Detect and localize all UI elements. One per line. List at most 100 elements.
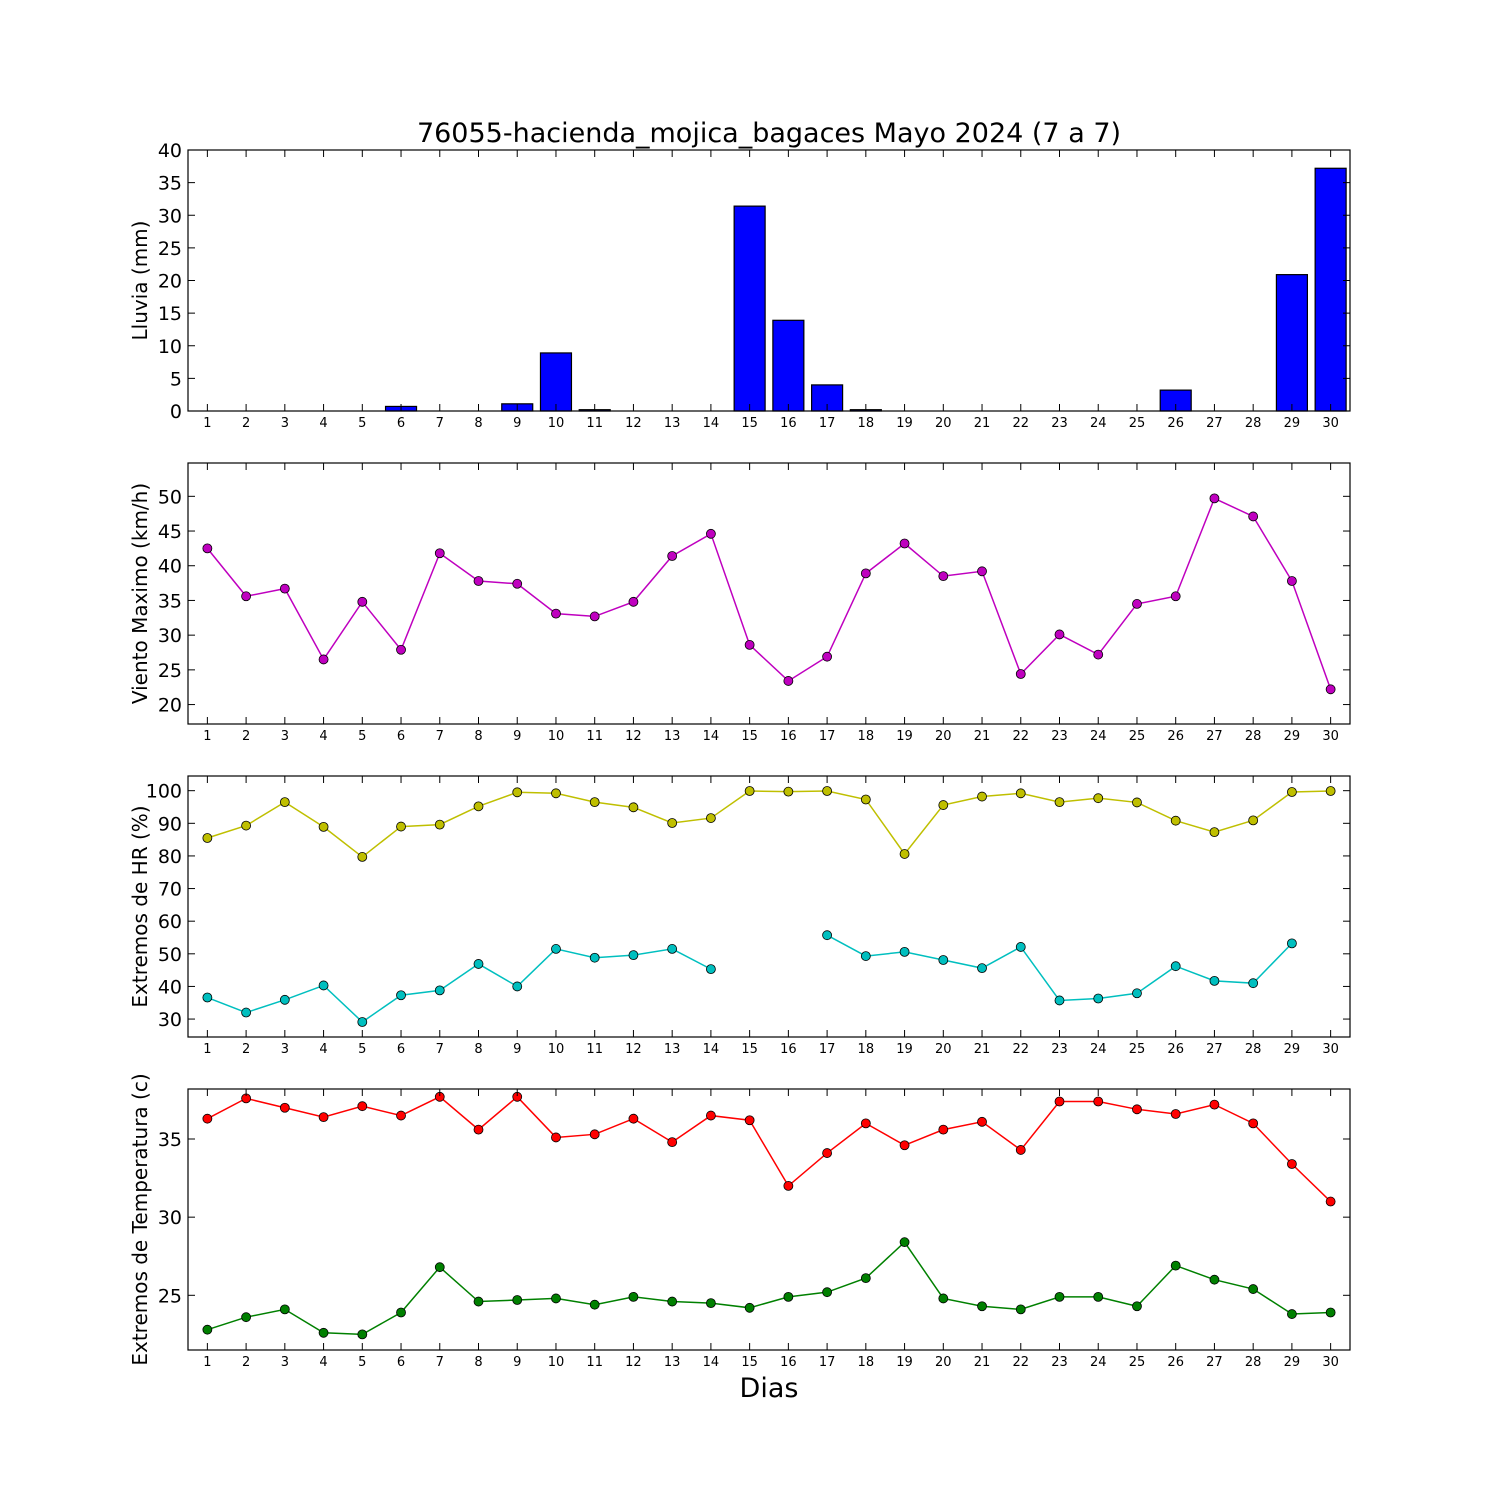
x-tick-label: 19: [896, 729, 913, 744]
x-tick-label: 27: [1206, 1042, 1223, 1057]
x-tick-label: 15: [741, 1355, 758, 1370]
data-point: [977, 963, 987, 974]
data-point: [1054, 1096, 1065, 1107]
data-point: [589, 611, 600, 622]
chart-title: 76055-hacienda_mojica_bagaces Mayo 2024 …: [417, 118, 1121, 149]
data-point: [357, 852, 368, 862]
data-point: [744, 786, 755, 796]
data-point: [1325, 684, 1336, 695]
data-point: [860, 1273, 871, 1284]
x-tick-label: 22: [1012, 1355, 1029, 1370]
data-point: [357, 1017, 368, 1027]
x-tick-label: 8: [474, 1355, 482, 1370]
y-tick-label: 50: [158, 486, 182, 508]
data-point: [860, 951, 871, 961]
x-tick-label: 2: [242, 416, 250, 431]
data-point: [783, 676, 794, 686]
rain-bar: [539, 352, 573, 412]
x-tick-label: 11: [586, 416, 603, 431]
data-point: [628, 1113, 639, 1124]
data-point: [899, 1237, 910, 1248]
x-tick-label: 28: [1245, 729, 1262, 744]
x-tick-label: 15: [741, 1042, 758, 1057]
series-line: [206, 497, 1332, 690]
data-point: [318, 1327, 329, 1338]
data-point: [1248, 1284, 1259, 1294]
data-point: [706, 1110, 716, 1121]
y-tick-label: 20: [158, 695, 182, 717]
x-tick-label: 18: [858, 1355, 875, 1370]
data-point: [899, 1140, 910, 1151]
y-tick-label: 25: [158, 238, 182, 260]
x-tick-label: 29: [1284, 1042, 1301, 1057]
data-point: [551, 944, 561, 954]
x-tick-label: 23: [1051, 729, 1068, 744]
data-point: [279, 583, 290, 594]
x-tick-label: 8: [474, 1042, 482, 1057]
data-point: [1248, 511, 1259, 522]
data-point: [860, 568, 871, 579]
x-tick-label: 26: [1167, 1355, 1184, 1370]
x-tick-label: 16: [780, 1042, 797, 1057]
y-tick-label: 30: [158, 1009, 182, 1031]
data-point: [628, 802, 639, 813]
data-point: [783, 1291, 794, 1302]
data-point: [396, 1110, 406, 1121]
x-tick-label: 6: [397, 1042, 405, 1057]
data-point: [1054, 629, 1065, 640]
x-tick-label: 14: [703, 416, 720, 431]
data-point: [744, 639, 755, 650]
data-point: [1325, 1196, 1336, 1207]
data-point: [977, 566, 987, 577]
y-tick-label: 25: [158, 1285, 182, 1307]
data-point: [357, 596, 368, 607]
data-point: [628, 950, 639, 961]
x-tick-label: 11: [586, 1355, 603, 1370]
x-tick-label: 23: [1051, 1042, 1068, 1057]
data-point: [938, 1293, 949, 1304]
x-tick-label: 12: [625, 1042, 642, 1057]
data-point: [589, 1129, 600, 1140]
x-tick-label: 28: [1245, 416, 1262, 431]
data-point: [1287, 1309, 1297, 1319]
data-point: [279, 1304, 290, 1315]
x-tick-label: 5: [358, 416, 366, 431]
data-point: [1170, 1260, 1181, 1271]
data-point: [241, 1007, 252, 1018]
y-tick-label: 35: [158, 590, 182, 612]
data-point: [1287, 576, 1297, 586]
data-point: [1054, 995, 1065, 1006]
y-axis-label: Lluvia (mm): [128, 221, 152, 341]
x-tick-label: 25: [1129, 729, 1146, 744]
x-tick-label: 16: [780, 416, 797, 431]
data-point: [241, 1312, 252, 1323]
data-point: [822, 930, 832, 941]
data-point: [357, 1101, 368, 1112]
data-point: [1325, 786, 1336, 796]
y-tick-label: 15: [158, 303, 182, 325]
rain-bar: [733, 205, 766, 412]
x-tick-label: 13: [664, 1042, 681, 1057]
data-point: [279, 994, 290, 1005]
x-tick-label: 21: [974, 1042, 991, 1057]
data-point: [1325, 1307, 1336, 1318]
x-tick-label: 30: [1322, 729, 1339, 744]
x-tick-label: 8: [474, 416, 482, 431]
x-tick-label: 12: [625, 729, 642, 744]
data-point: [822, 1287, 832, 1298]
x-tick-label: 4: [319, 1042, 327, 1057]
data-point: [434, 1262, 445, 1273]
x-tick-label: 23: [1051, 416, 1068, 431]
x-tick-label: 23: [1051, 1355, 1068, 1370]
data-point: [396, 990, 406, 1001]
data-point: [899, 946, 910, 957]
data-point: [357, 1329, 368, 1340]
data-point: [1209, 827, 1220, 838]
x-tick-label: 20: [935, 1042, 952, 1057]
y-tick-label: 25: [158, 660, 182, 682]
x-tick-label: 27: [1206, 416, 1223, 431]
x-tick-label: 27: [1206, 729, 1223, 744]
y-tick-label: 30: [158, 1207, 182, 1229]
